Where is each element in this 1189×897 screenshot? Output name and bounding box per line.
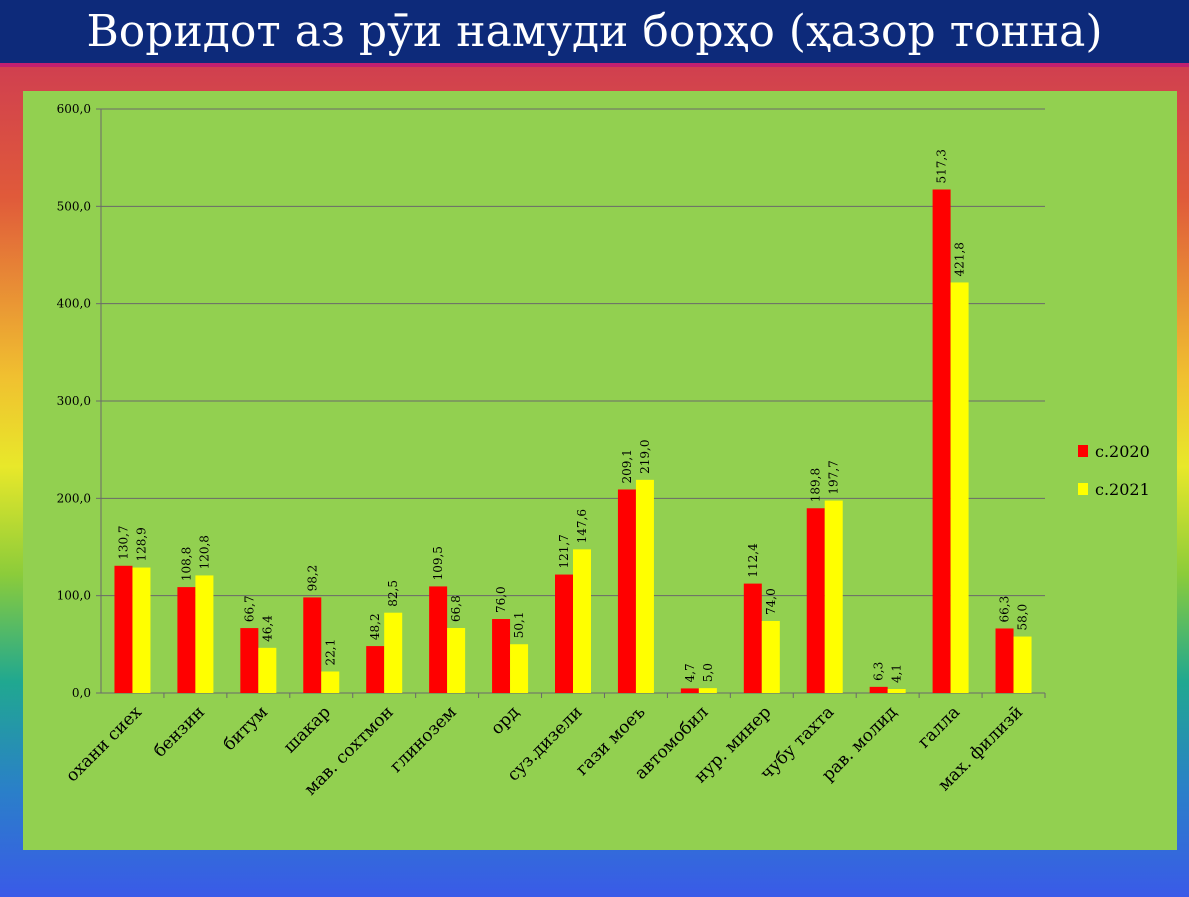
bar-2020 <box>995 628 1014 693</box>
data-label: 82,5 <box>386 580 400 607</box>
legend-swatch <box>1078 445 1088 457</box>
bar-2021 <box>1013 636 1032 693</box>
category-label: охани сиех <box>62 702 146 786</box>
category-label: шакар <box>280 702 335 757</box>
bar-2021 <box>132 567 151 693</box>
data-label: 98,2 <box>305 565 319 592</box>
data-label: 197,7 <box>827 460 841 494</box>
bar-2020 <box>240 628 259 693</box>
legend-swatch <box>1078 483 1088 495</box>
bar-2021 <box>573 549 591 693</box>
bar-2021 <box>195 575 214 693</box>
data-label: 4,7 <box>683 663 697 682</box>
bar-2020 <box>617 489 636 693</box>
data-label: 50,1 <box>512 612 526 639</box>
data-label: 22,1 <box>323 639 337 666</box>
data-label: 46,4 <box>260 615 274 642</box>
data-label: 128,9 <box>134 527 148 561</box>
bar-2020 <box>806 508 825 693</box>
legend-label: с.2021 <box>1095 480 1150 499</box>
bar-2020 <box>680 688 699 693</box>
bar-2020 <box>303 597 322 693</box>
bar-2021 <box>258 647 277 693</box>
data-label: 48,2 <box>368 613 382 640</box>
bar-2020 <box>177 587 196 693</box>
bar-2021 <box>447 627 466 693</box>
bar-2020 <box>555 574 573 693</box>
data-label: 5,0 <box>701 663 715 682</box>
bar-2021 <box>384 612 403 693</box>
data-label: 421,8 <box>953 242 967 276</box>
data-label: 58,0 <box>1016 604 1030 631</box>
bar-2020 <box>869 686 888 693</box>
category-label: глинозем <box>386 702 460 776</box>
data-label: 219,0 <box>638 439 652 473</box>
data-label: 189,8 <box>809 468 823 502</box>
data-label: 76,0 <box>494 586 508 613</box>
data-label: 517,3 <box>935 149 949 183</box>
category-label: бензин <box>150 702 209 761</box>
category-label: битум <box>219 702 271 754</box>
y-tick-label: 200,0 <box>57 491 91 505</box>
data-label: 4,1 <box>890 664 904 683</box>
bar-2021 <box>887 689 906 693</box>
bar-2021 <box>761 620 780 693</box>
data-label: 108,8 <box>179 547 193 581</box>
bar-2020 <box>743 583 762 693</box>
y-tick-label: 300,0 <box>57 394 91 408</box>
bar-2020 <box>932 189 951 693</box>
data-label: 130,7 <box>116 525 130 559</box>
data-label: 66,7 <box>242 595 256 622</box>
bar-2021 <box>321 671 340 693</box>
y-tick-label: 400,0 <box>57 297 91 311</box>
data-label: 74,0 <box>764 588 778 615</box>
bar-2021 <box>510 644 529 693</box>
data-label: 66,8 <box>449 595 463 622</box>
bar-2020 <box>429 586 448 693</box>
bar-2020 <box>114 565 133 693</box>
y-tick-label: 500,0 <box>57 199 91 213</box>
data-label: 121,7 <box>557 534 571 568</box>
bar-2021 <box>698 688 717 693</box>
slide-title: Воридот аз рӯи намуди борҳо (ҳазор тонна… <box>86 6 1103 57</box>
data-label: 112,4 <box>746 543 760 578</box>
y-tick-label: 0,0 <box>72 686 91 700</box>
bar-2020 <box>366 646 385 693</box>
data-label: 147,6 <box>575 509 589 543</box>
bar-2021 <box>635 479 654 693</box>
y-tick-label: 100,0 <box>57 589 91 603</box>
bar-2021 <box>824 500 843 693</box>
category-label: орд <box>487 702 523 738</box>
data-label: 209,1 <box>620 449 634 483</box>
bar-2020 <box>492 619 511 693</box>
chart-panel <box>23 91 1177 850</box>
y-tick-label: 600,0 <box>57 102 91 116</box>
legend-label: с.2020 <box>1095 442 1150 461</box>
data-label: 120,8 <box>197 535 211 569</box>
category-label: галла <box>914 702 964 752</box>
data-label: 6,3 <box>872 662 886 681</box>
data-label: 109,5 <box>431 546 445 580</box>
data-label: 66,3 <box>998 596 1012 623</box>
title-bar <box>0 0 1189 67</box>
bar-2021 <box>950 282 969 693</box>
